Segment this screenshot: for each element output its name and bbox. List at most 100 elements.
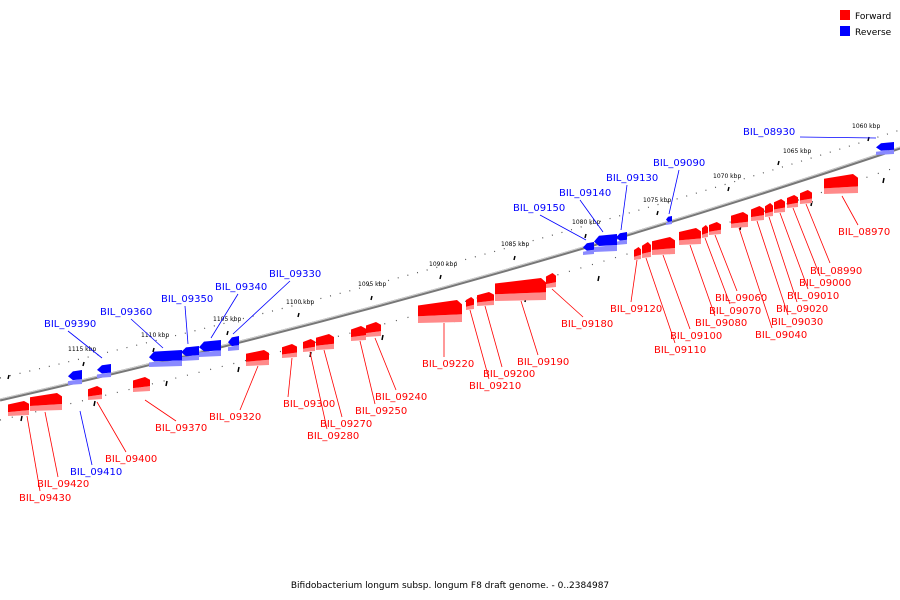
gene-glyph-shadow bbox=[477, 300, 494, 306]
gene-glyph-forward[interactable] bbox=[774, 199, 785, 210]
gene-glyph-forward[interactable] bbox=[824, 174, 858, 189]
gene-glyph-shadow bbox=[181, 355, 199, 361]
genome-caption: Bifidobacterium longum subsp. longum F8 … bbox=[291, 581, 609, 591]
gene-label[interactable]: BIL_09330 bbox=[269, 269, 321, 280]
gene-glyph-shadow bbox=[418, 314, 462, 323]
gene-label[interactable]: BIL_09240 bbox=[375, 392, 427, 403]
gene-glyph-forward[interactable] bbox=[8, 401, 29, 413]
gene-label[interactable]: BIL_09370 bbox=[155, 423, 207, 434]
gene-glyph-forward[interactable] bbox=[751, 206, 764, 218]
gene-glyph-forward[interactable] bbox=[642, 242, 651, 254]
gene-glyph-forward[interactable] bbox=[418, 300, 462, 317]
gene-label[interactable]: BIL_09020 bbox=[776, 304, 828, 315]
gene-glyph-reverse[interactable] bbox=[97, 364, 111, 374]
gene-label[interactable]: BIL_09140 bbox=[559, 188, 611, 199]
legend-reverse-label: Reverse bbox=[855, 28, 892, 38]
gene-label[interactable]: BIL_09420 bbox=[37, 479, 89, 490]
gene-label[interactable]: BIL_09360 bbox=[100, 307, 152, 318]
gene-label-connector bbox=[374, 337, 397, 391]
gene-glyph-reverse[interactable] bbox=[666, 216, 672, 222]
gene-glyph-forward[interactable] bbox=[88, 386, 102, 397]
gene-label[interactable]: BIL_09200 bbox=[483, 369, 535, 380]
gene-label[interactable]: BIL_09410 bbox=[70, 467, 122, 478]
gene-glyph-forward[interactable] bbox=[316, 334, 334, 346]
gene-label-connector bbox=[805, 203, 831, 264]
gene-glyph-forward[interactable] bbox=[709, 222, 721, 232]
gene-glyph-reverse[interactable] bbox=[228, 336, 239, 347]
gene-label[interactable]: BIL_08970 bbox=[838, 227, 890, 238]
gene-glyph-forward[interactable] bbox=[466, 297, 474, 307]
gene-glyph-forward[interactable] bbox=[652, 237, 675, 251]
gene-glyph-forward[interactable] bbox=[731, 212, 748, 224]
gene-glyph-reverse[interactable] bbox=[583, 242, 594, 251]
gene-glyph-reverse[interactable] bbox=[199, 340, 221, 352]
gene-label[interactable]: BIL_09430 bbox=[19, 493, 71, 504]
gene-glyph-shadow bbox=[642, 251, 651, 258]
gene-label[interactable]: BIL_09220 bbox=[422, 359, 474, 370]
gene-label[interactable]: BIL_09190 bbox=[517, 357, 569, 368]
gene-label[interactable]: BIL_09320 bbox=[209, 412, 261, 423]
gene-label[interactable]: BIL_08930 bbox=[743, 127, 795, 138]
gene-glyph-forward[interactable] bbox=[634, 247, 641, 257]
gene-label[interactable]: BIL_08990 bbox=[810, 266, 862, 277]
gene-glyph-reverse[interactable] bbox=[68, 370, 82, 381]
gene-label[interactable]: BIL_09070 bbox=[709, 306, 761, 317]
gene-glyph-forward[interactable] bbox=[477, 292, 494, 303]
gene-glyph-forward[interactable] bbox=[366, 322, 381, 334]
gene-label[interactable]: BIL_09110 bbox=[654, 345, 706, 356]
gene-glyph-forward[interactable] bbox=[787, 195, 798, 205]
gene-glyph-shadow bbox=[97, 372, 111, 378]
gene-glyph-forward[interactable] bbox=[351, 326, 366, 338]
gene-label[interactable]: BIL_09280 bbox=[307, 431, 359, 442]
gene-label[interactable]: BIL_09350 bbox=[161, 294, 213, 305]
gene-glyph-forward[interactable] bbox=[495, 278, 546, 295]
gene-label[interactable]: BIL_09080 bbox=[695, 318, 747, 329]
gene-label-connector bbox=[704, 237, 731, 305]
gene-glyph-reverse[interactable] bbox=[876, 142, 894, 151]
gene-label[interactable]: BIL_09270 bbox=[320, 419, 372, 430]
gene-glyph-forward[interactable] bbox=[246, 350, 269, 362]
gene-glyph-forward[interactable] bbox=[282, 344, 297, 355]
gene-label[interactable]: BIL_09040 bbox=[755, 330, 807, 341]
gene-glyph-reverse[interactable] bbox=[149, 350, 182, 362]
gene-glyph-shadow bbox=[303, 346, 315, 352]
gene-glyph-forward[interactable] bbox=[702, 225, 708, 235]
gene-label[interactable]: BIL_09000 bbox=[799, 278, 851, 289]
gene-glyph-forward[interactable] bbox=[30, 393, 62, 407]
gene-label[interactable]: BIL_09300 bbox=[283, 399, 335, 410]
gene-label[interactable]: BIL_09120 bbox=[610, 304, 662, 315]
gene-label-connector bbox=[96, 401, 127, 453]
gene-glyph-shadow bbox=[495, 292, 546, 301]
gene-glyph-shadow bbox=[282, 352, 297, 358]
gene-label[interactable]: BIL_09100 bbox=[670, 331, 722, 342]
gene-label[interactable]: BIL_09060 bbox=[715, 293, 767, 304]
gene-glyph-forward[interactable] bbox=[303, 339, 315, 349]
gene-label[interactable]: BIL_09400 bbox=[105, 454, 157, 465]
gene-label-connector bbox=[662, 254, 691, 330]
gene-glyph-shadow bbox=[594, 245, 617, 252]
gene-label-connector bbox=[79, 410, 93, 466]
gene-label[interactable]: BIL_09340 bbox=[215, 282, 267, 293]
gene-glyph-reverse[interactable] bbox=[594, 234, 617, 247]
gene-glyph-forward[interactable] bbox=[546, 273, 556, 285]
gene-label[interactable]: BIL_09090 bbox=[653, 158, 705, 169]
gene-label[interactable]: BIL_09210 bbox=[469, 381, 521, 392]
gene-label[interactable]: BIL_09180 bbox=[561, 319, 613, 330]
gene-label-connector bbox=[144, 399, 177, 422]
gene-label[interactable]: BIL_09030 bbox=[771, 317, 823, 328]
gene-label[interactable]: BIL_09130 bbox=[606, 173, 658, 184]
gene-label[interactable]: BIL_09150 bbox=[513, 203, 565, 214]
gene-label[interactable]: BIL_09010 bbox=[787, 291, 839, 302]
gene-label[interactable]: BIL_09390 bbox=[44, 319, 96, 330]
gene-glyph-reverse[interactable] bbox=[181, 346, 199, 357]
gene-label-connector bbox=[309, 351, 328, 430]
gene-glyph-forward[interactable] bbox=[133, 377, 150, 389]
gene-label[interactable]: BIL_09250 bbox=[355, 406, 407, 417]
gene-label-connector bbox=[287, 357, 293, 398]
gene-glyph-shadow bbox=[709, 229, 721, 235]
gene-glyph-forward[interactable] bbox=[679, 228, 701, 241]
gene-glyph-reverse[interactable] bbox=[616, 232, 627, 241]
gene-glyph-forward[interactable] bbox=[765, 203, 773, 214]
gene-label-connector bbox=[520, 300, 539, 356]
gene-glyph-forward[interactable] bbox=[800, 190, 812, 201]
